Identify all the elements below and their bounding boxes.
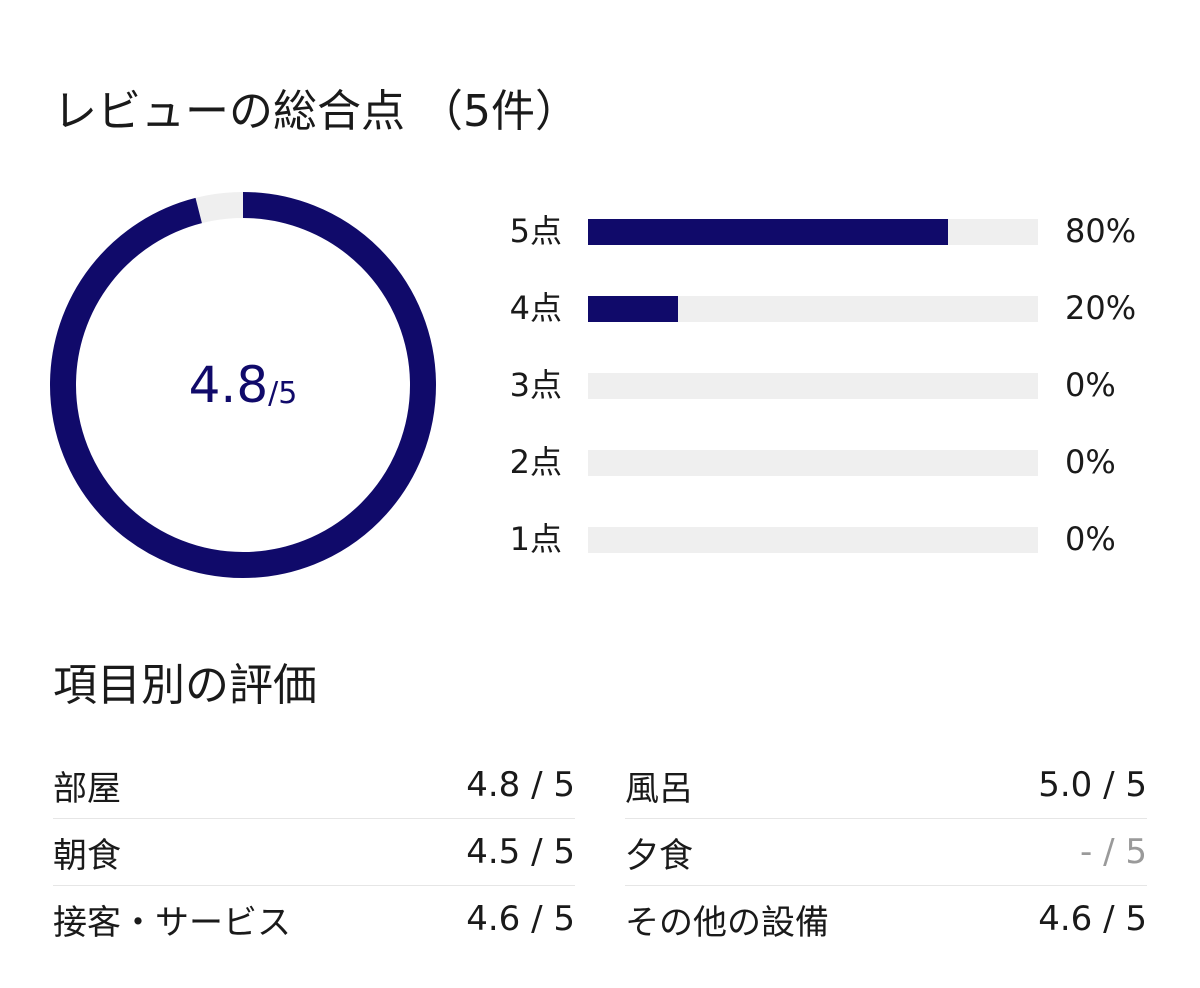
- distribution-label: 4点: [509, 289, 562, 327]
- distribution-bar-track: [588, 219, 1038, 245]
- category-value: 4.6 / 5: [1038, 899, 1147, 939]
- distribution-bar-fill: [588, 296, 678, 322]
- category-row: 夕食 - / 5: [625, 819, 1147, 886]
- overall-score-text: 4.8/5: [50, 192, 436, 578]
- distribution-bar-track: [588, 296, 1038, 322]
- distribution-percent: 0%: [1065, 366, 1116, 404]
- category-row: その他の設備 4.6 / 5: [625, 886, 1147, 952]
- distribution-row-2: 2点 0%: [490, 443, 1170, 483]
- distribution-row-3: 3点 0%: [490, 366, 1170, 406]
- distribution-bar-track: [588, 450, 1038, 476]
- distribution-percent: 0%: [1065, 443, 1116, 481]
- category-row: 風呂 5.0 / 5: [625, 752, 1147, 819]
- overall-score-value: 4.8: [188, 356, 269, 414]
- category-label: 接客・サービス: [53, 902, 291, 943]
- overall-score-donut: 4.8/5: [50, 192, 436, 578]
- category-ratings-title: 項目別の評価: [53, 660, 317, 711]
- category-row: 接客・サービス 4.6 / 5: [53, 886, 575, 952]
- distribution-label: 3点: [509, 366, 562, 404]
- category-value: 4.8 / 5: [466, 765, 575, 805]
- category-label: その他の設備: [625, 902, 829, 943]
- category-label: 夕食: [625, 835, 693, 876]
- distribution-percent: 0%: [1065, 520, 1116, 558]
- rating-distribution: 5点 80% 4点 20% 3点 0% 2点 0% 1点 0%: [490, 212, 1170, 597]
- donut-score-arc: [50, 192, 436, 578]
- category-label: 部屋: [53, 768, 121, 809]
- distribution-row-5: 5点 80%: [490, 212, 1170, 252]
- distribution-row-1: 1点 0%: [490, 520, 1170, 560]
- category-value: - / 5: [1080, 832, 1147, 872]
- category-row: 朝食 4.5 / 5: [53, 819, 575, 886]
- category-label: 風呂: [625, 768, 693, 809]
- category-row: 部屋 4.8 / 5: [53, 752, 575, 819]
- distribution-bar-track: [588, 373, 1038, 399]
- overall-rating-title: レビューの総合点 （5件）: [53, 86, 579, 137]
- distribution-label: 2点: [509, 443, 562, 481]
- donut-ring: [50, 192, 436, 578]
- category-value: 5.0 / 5: [1038, 765, 1147, 805]
- category-value: 4.5 / 5: [466, 832, 575, 872]
- distribution-bar-track: [588, 527, 1038, 553]
- category-label: 朝食: [53, 835, 121, 876]
- distribution-label: 1点: [509, 520, 562, 558]
- distribution-percent: 80%: [1065, 212, 1137, 250]
- category-ratings-grid: 部屋 4.8 / 5 風呂 5.0 / 5 朝食 4.5 / 5 夕食 - / …: [53, 752, 1147, 952]
- overall-score-denominator: /5: [268, 375, 298, 411]
- distribution-row-4: 4点 20%: [490, 289, 1170, 329]
- distribution-label: 5点: [509, 212, 562, 250]
- distribution-percent: 20%: [1065, 289, 1137, 327]
- category-value: 4.6 / 5: [466, 899, 575, 939]
- distribution-bar-fill: [588, 219, 948, 245]
